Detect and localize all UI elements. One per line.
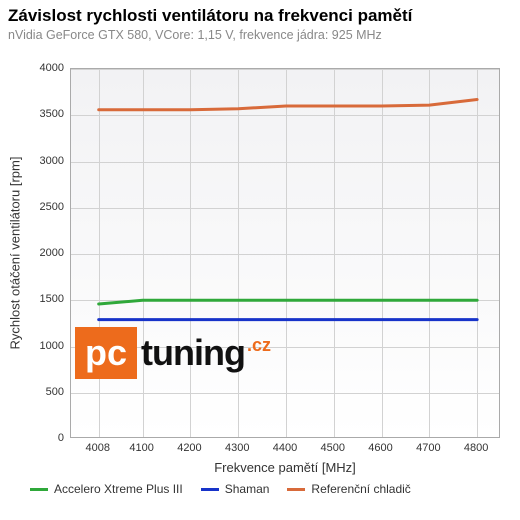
- x-tick-label: 4600: [368, 442, 392, 454]
- x-tick-label: 4300: [225, 442, 249, 454]
- x-tick-label: 4800: [464, 442, 488, 454]
- y-tick-label: 4000: [24, 62, 64, 74]
- legend-item: Shaman: [201, 482, 270, 496]
- y-tick-label: 1500: [24, 293, 64, 305]
- legend: Accelero Xtreme Plus III Shaman Referenční…: [30, 482, 411, 496]
- x-tick-label: 4008: [85, 442, 109, 454]
- legend-swatch: [201, 488, 219, 491]
- legend-swatch: [30, 488, 48, 491]
- x-tick-label: 4400: [273, 442, 297, 454]
- series-line: [99, 300, 477, 304]
- x-tick-label: 4200: [177, 442, 201, 454]
- watermark-suffix: .cz: [247, 335, 271, 356]
- x-tick-label: 4100: [129, 442, 153, 454]
- legend-label: Accelero Xtreme Plus III: [54, 482, 183, 496]
- watermark: pc tuning .cz: [75, 317, 271, 389]
- legend-swatch: [287, 488, 305, 491]
- watermark-main: tuning: [141, 332, 245, 374]
- series-line: [99, 100, 477, 110]
- legend-label: Shaman: [225, 482, 270, 496]
- y-tick-label: 1000: [24, 340, 64, 352]
- legend-item: Referenční chladič: [287, 482, 410, 496]
- chart-subtitle: nVidia GeForce GTX 580, VCore: 1,15 V, f…: [0, 28, 520, 50]
- chart-area: pc tuning .cz Rychlost otáčení ventiláto…: [70, 68, 500, 438]
- y-tick-label: 3500: [24, 108, 64, 120]
- legend-label: Referenční chladič: [311, 482, 410, 496]
- plot-background: pc tuning .cz: [70, 68, 500, 438]
- y-tick-label: 3000: [24, 155, 64, 167]
- chart-title: Závislost rychlosti ventilátoru na frekv…: [0, 0, 520, 28]
- y-tick-label: 0: [24, 432, 64, 444]
- x-tick-label: 4500: [321, 442, 345, 454]
- y-tick-label: 2000: [24, 247, 64, 259]
- legend-item: Accelero Xtreme Plus III: [30, 482, 183, 496]
- y-tick-label: 500: [24, 386, 64, 398]
- x-tick-label: 4700: [416, 442, 440, 454]
- watermark-box: pc: [75, 327, 137, 379]
- y-tick-label: 2500: [24, 201, 64, 213]
- x-axis-label: Frekvence pamětí [MHz]: [214, 460, 356, 475]
- chart-container: Závislost rychlosti ventilátoru na frekv…: [0, 0, 520, 520]
- y-axis-label: Rychlost otáčení ventilátoru [rpm]: [8, 157, 23, 350]
